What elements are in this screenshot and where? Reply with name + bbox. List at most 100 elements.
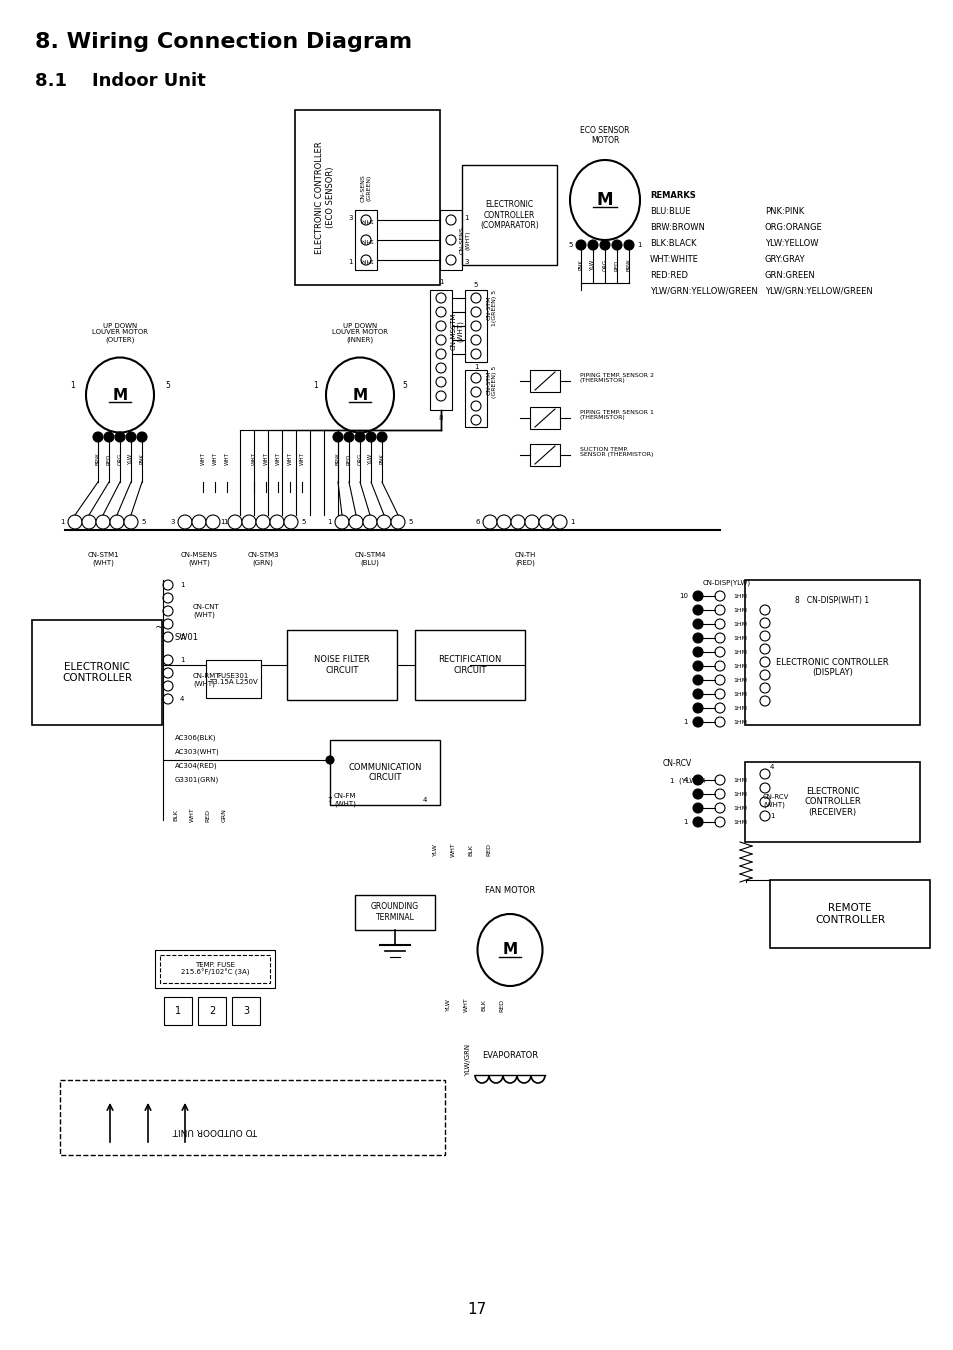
Text: 17: 17	[467, 1303, 486, 1318]
Text: CN-CNT
(WHT): CN-CNT (WHT)	[193, 605, 219, 618]
Text: WHT: WHT	[263, 452, 268, 466]
Text: 5: 5	[141, 518, 145, 525]
Circle shape	[692, 788, 702, 799]
Text: COMMUNICATION
CIRCUIT: COMMUNICATION CIRCUIT	[348, 763, 421, 782]
Circle shape	[511, 514, 524, 529]
Text: BLK: BLK	[173, 809, 178, 821]
Circle shape	[692, 591, 702, 601]
Text: CN-SENS
(WHT): CN-SENS (WHT)	[459, 227, 470, 254]
Circle shape	[760, 683, 769, 693]
Text: 2: 2	[209, 1006, 214, 1017]
Circle shape	[692, 775, 702, 784]
Text: WHT: WHT	[463, 998, 468, 1012]
Text: YLW:YELLOW: YLW:YELLOW	[764, 239, 818, 247]
Circle shape	[760, 783, 769, 792]
Circle shape	[446, 235, 456, 244]
Circle shape	[471, 306, 480, 317]
Bar	[164, 998, 192, 1025]
Text: ELECTRONIC
CONTROLLER
(RECEIVER): ELECTRONIC CONTROLLER (RECEIVER)	[803, 787, 860, 817]
Circle shape	[163, 668, 172, 678]
Circle shape	[96, 514, 110, 529]
Circle shape	[115, 432, 125, 441]
Bar	[355, 211, 376, 270]
Text: GRY:GRAY: GRY:GRAY	[764, 255, 804, 263]
Circle shape	[137, 432, 147, 441]
Circle shape	[436, 377, 446, 387]
Text: EVAPORATOR: EVAPORATOR	[481, 1050, 537, 1060]
Circle shape	[714, 775, 724, 784]
Circle shape	[587, 240, 598, 250]
Circle shape	[436, 306, 446, 317]
Circle shape	[714, 662, 724, 671]
Bar	[744, 580, 919, 725]
Text: GRN:GREEN: GRN:GREEN	[764, 270, 815, 279]
Text: RED: RED	[107, 454, 112, 464]
Text: AC303(WHT): AC303(WHT)	[174, 749, 219, 755]
Text: 5: 5	[401, 381, 406, 390]
Circle shape	[692, 803, 702, 813]
Circle shape	[104, 432, 113, 441]
Circle shape	[436, 392, 446, 401]
Text: CN-STM4
(BLU): CN-STM4 (BLU)	[354, 552, 385, 566]
Text: 1: 1	[474, 364, 477, 370]
Text: BRW:BROWN: BRW:BROWN	[649, 223, 704, 231]
Bar	[198, 998, 226, 1025]
Circle shape	[760, 618, 769, 628]
Circle shape	[714, 675, 724, 684]
Text: 5: 5	[165, 381, 170, 390]
Text: PIPING TEMP. SENSOR 1
(THERMISTOR): PIPING TEMP. SENSOR 1 (THERMISTOR)	[579, 409, 653, 420]
Circle shape	[436, 321, 446, 331]
Text: 4: 4	[180, 697, 184, 702]
Circle shape	[349, 514, 363, 529]
Text: ORG: ORG	[117, 452, 122, 466]
Text: 1: 1	[313, 381, 317, 390]
Circle shape	[228, 514, 242, 529]
Circle shape	[623, 240, 634, 250]
Text: 1: 1	[463, 215, 468, 221]
Circle shape	[163, 606, 172, 616]
Circle shape	[335, 514, 349, 529]
Text: ORG: ORG	[602, 259, 607, 271]
Text: NOISE FILTER
CIRCUIT: NOISE FILTER CIRCUIT	[314, 655, 370, 675]
Text: PNK: PNK	[379, 454, 384, 464]
Text: AC306(BLK): AC306(BLK)	[174, 734, 216, 741]
Circle shape	[163, 680, 172, 691]
Circle shape	[692, 633, 702, 643]
Text: YLW: YLW	[368, 454, 374, 464]
Text: 5: 5	[301, 518, 305, 525]
Text: 1: 1	[180, 582, 184, 589]
Text: 1: 1	[220, 518, 225, 525]
Circle shape	[692, 675, 702, 684]
Circle shape	[714, 788, 724, 799]
Text: CN-DISP(YLW): CN-DISP(YLW)	[702, 579, 750, 586]
Ellipse shape	[86, 358, 153, 432]
Bar	[232, 998, 260, 1025]
Bar	[154, 950, 274, 988]
Text: 1: 1	[174, 1006, 181, 1017]
Text: 1HM: 1HM	[732, 819, 746, 825]
Text: 1HM: 1HM	[732, 691, 746, 697]
Text: YLW/GRN:YELLOW/GREEN: YLW/GRN:YELLOW/GREEN	[764, 286, 872, 296]
Circle shape	[576, 240, 585, 250]
Circle shape	[255, 514, 270, 529]
Text: FAN MOTOR: FAN MOTOR	[484, 886, 535, 895]
Circle shape	[714, 717, 724, 728]
Text: 1HM: 1HM	[732, 806, 746, 810]
Text: SW01: SW01	[174, 633, 199, 643]
Text: BRW: BRW	[626, 259, 631, 271]
Circle shape	[376, 432, 387, 441]
Circle shape	[326, 756, 334, 764]
Circle shape	[163, 655, 172, 666]
Text: 1: 1	[569, 518, 574, 525]
Text: BLU:BLUE: BLU:BLUE	[649, 207, 690, 216]
Circle shape	[471, 373, 480, 383]
Bar	[355, 895, 435, 930]
Text: 4: 4	[683, 778, 687, 783]
Circle shape	[366, 432, 375, 441]
Text: WHT: WHT	[200, 452, 205, 466]
Text: FUSE301
T3.15A L250V: FUSE301 T3.15A L250V	[209, 672, 257, 686]
Bar	[464, 290, 486, 362]
Text: CN-STM3
(GRN): CN-STM3 (GRN)	[247, 552, 278, 566]
Circle shape	[163, 620, 172, 629]
Text: YLW: YLW	[129, 454, 133, 464]
